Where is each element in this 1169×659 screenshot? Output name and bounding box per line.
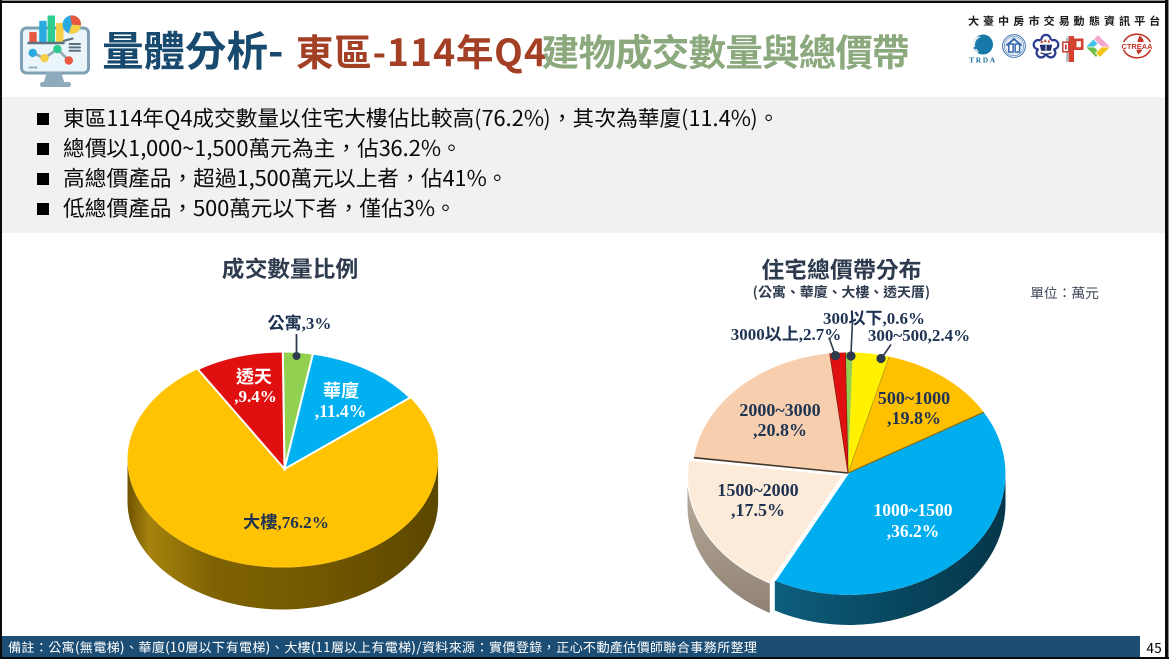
svg-text:CTREAA: CTREAA [1122, 42, 1154, 51]
svg-text:TRDA: TRDA [969, 56, 997, 65]
